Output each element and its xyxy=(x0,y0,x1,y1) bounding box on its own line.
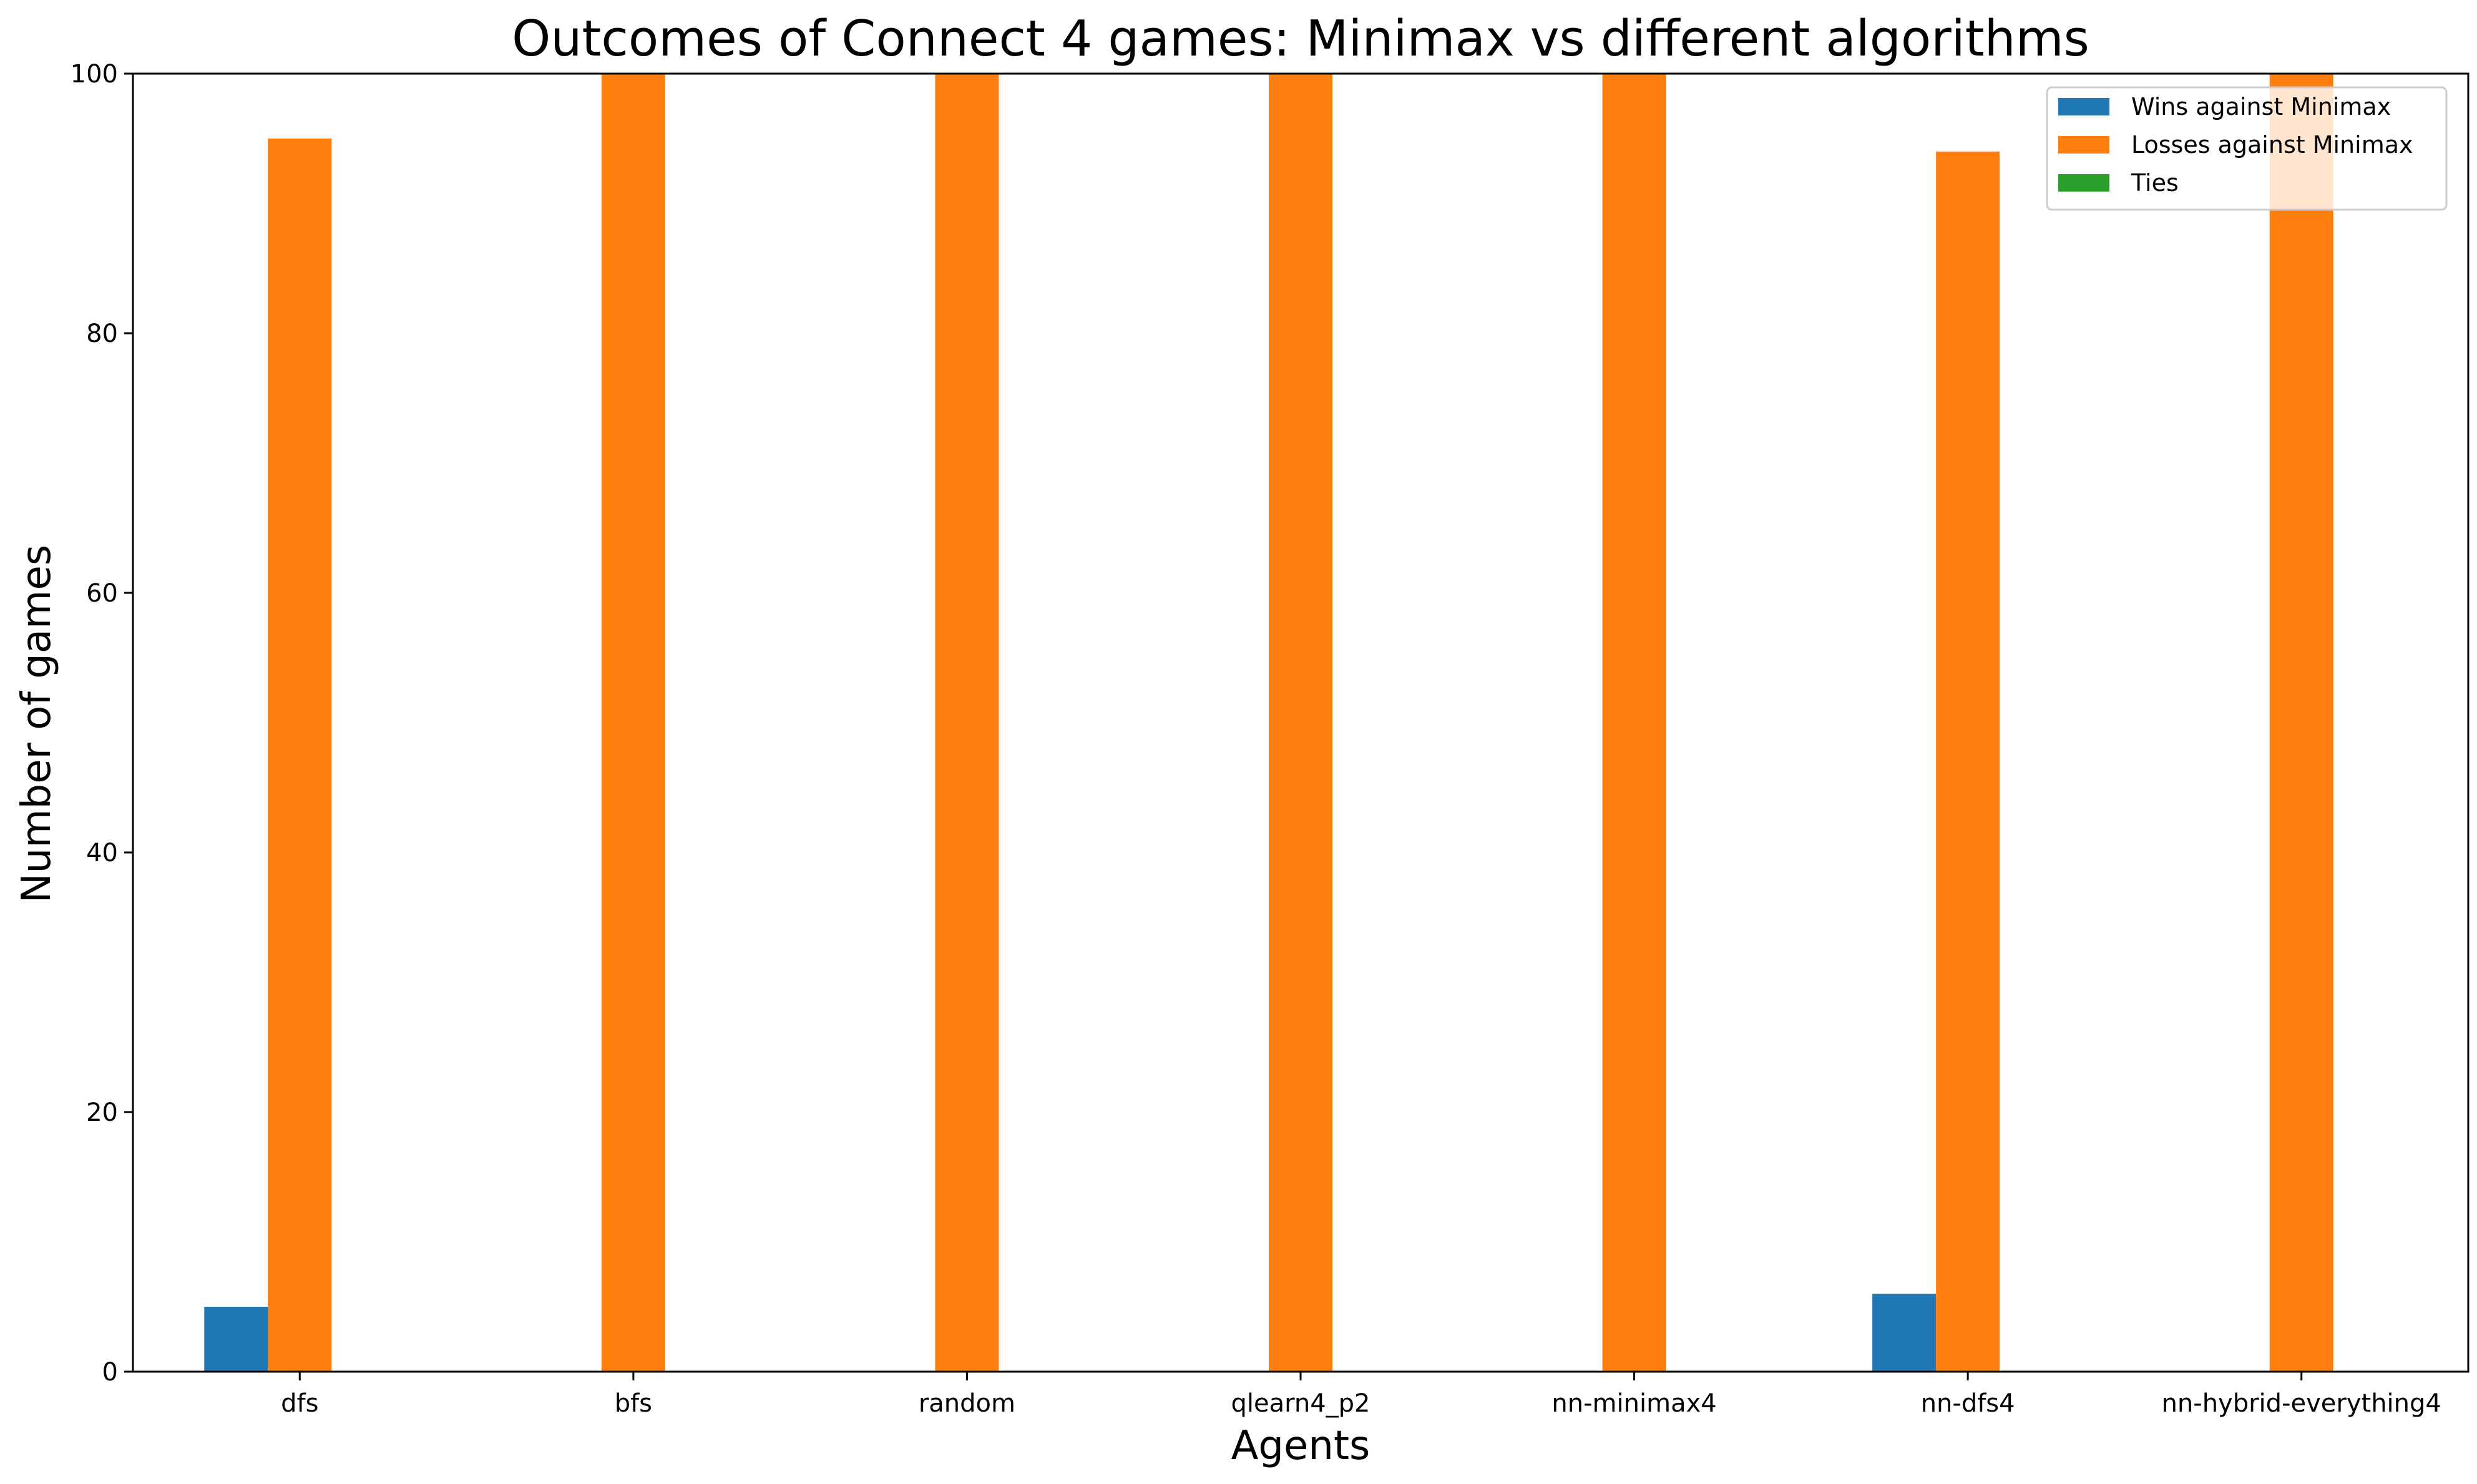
x-tick-label: qlearn4_p2 xyxy=(1231,1389,1370,1418)
bar-nn-minimax4-series-1 xyxy=(1602,74,1666,1372)
plot-frame xyxy=(132,72,2470,1373)
legend-swatch-2 xyxy=(2058,174,2109,192)
x-tick-label: bfs xyxy=(615,1389,652,1418)
x-tick-label: nn-dfs4 xyxy=(1921,1389,2015,1418)
bars-group xyxy=(204,74,2333,1372)
y-tick-label: 40 xyxy=(86,839,118,867)
bar-dfs-series-1 xyxy=(268,139,332,1372)
legend-swatch-0 xyxy=(2058,98,2109,115)
y-tick-label: 20 xyxy=(86,1098,118,1127)
legend-label-2: Ties xyxy=(2131,169,2179,197)
legend-box xyxy=(2046,86,2448,211)
x-tick-label: nn-minimax4 xyxy=(1551,1389,1716,1418)
x-tick-label: dfs xyxy=(281,1389,318,1418)
bar-bfs-series-1 xyxy=(601,74,665,1372)
bar-random-series-1 xyxy=(935,74,999,1372)
y-tick-label: 100 xyxy=(71,60,118,89)
x-axis-label: Agents xyxy=(1231,1423,1370,1469)
x-ticks-group: dfs bfs random qlearn4_p2 nn-minimax4 nn-dfs4… xyxy=(281,1372,2441,1418)
bar-qlearn4_p2-series-1 xyxy=(1269,74,1332,1372)
bar-nn-hybrid-everything4-series-1 xyxy=(2269,74,2333,1372)
bar-nn-dfs4-series-0 xyxy=(1872,1294,1937,1372)
legend-label-0: Wins against Minimax xyxy=(2131,93,2391,120)
bar-nn-dfs4-series-1 xyxy=(1936,151,2000,1372)
bar-dfs-series-0 xyxy=(204,1307,268,1372)
y-tick-label: 60 xyxy=(86,579,118,608)
y-tick-label: 80 xyxy=(86,320,118,348)
y-tick-label: 0 xyxy=(102,1358,118,1387)
chart-title: Outcomes of Connect 4 games: Minimax vs … xyxy=(512,10,2089,67)
x-tick-label: nn-hybrid-everything4 xyxy=(2162,1389,2441,1418)
x-tick-label: random xyxy=(919,1389,1015,1418)
y-ticks-group: 0 20 40 60 80 100 xyxy=(71,60,133,1387)
legend: Wins against Minimax Losses against Minim… xyxy=(2046,86,2448,211)
y-axis-label: Number of games xyxy=(14,545,60,903)
legend-swatch-1 xyxy=(2058,136,2109,154)
legend-label-1: Losses against Minimax xyxy=(2131,131,2413,159)
